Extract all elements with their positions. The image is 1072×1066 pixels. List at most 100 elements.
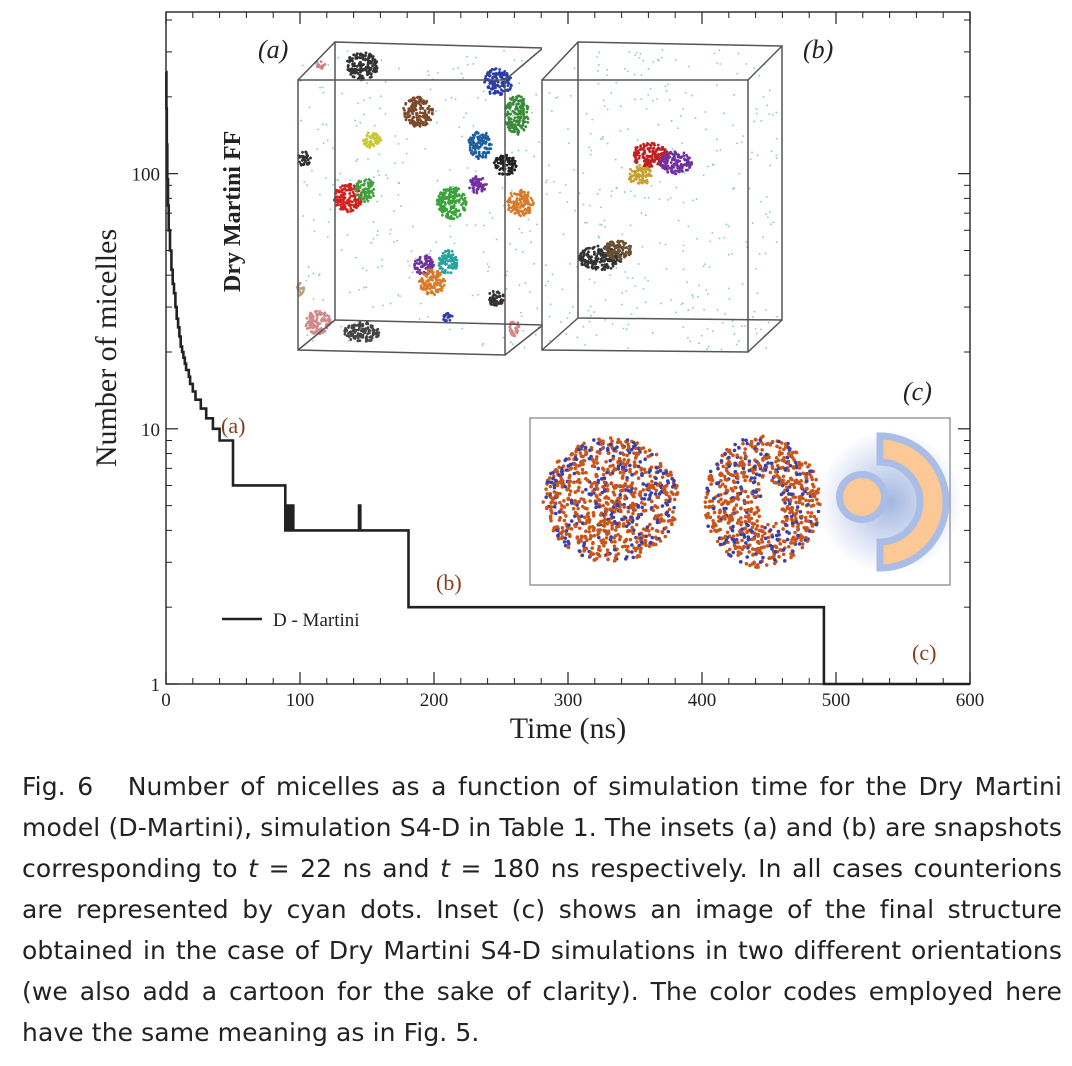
micelle-bead bbox=[475, 130, 479, 134]
final-bead bbox=[645, 525, 650, 529]
counterion-dot bbox=[584, 344, 586, 346]
counterion-dot bbox=[527, 218, 530, 221]
counterion-dot bbox=[534, 333, 537, 336]
final-bead bbox=[746, 507, 751, 512]
micelle-bead bbox=[367, 191, 371, 195]
micelle-bead bbox=[338, 200, 342, 204]
final-bead bbox=[605, 532, 609, 537]
micelle-bead bbox=[413, 98, 416, 102]
final-bead bbox=[746, 535, 751, 539]
micelle-bead bbox=[457, 194, 461, 198]
final-bead bbox=[637, 554, 642, 559]
counterion-dot bbox=[405, 138, 408, 141]
final-bead bbox=[806, 502, 810, 507]
final-bead bbox=[601, 503, 606, 508]
final-bead bbox=[615, 525, 619, 529]
counterion-dot bbox=[545, 181, 547, 184]
counterion-dot bbox=[760, 200, 762, 203]
counterion-dot bbox=[582, 172, 585, 175]
final-bead bbox=[584, 470, 588, 475]
final-bead bbox=[800, 542, 805, 546]
counterion-dot bbox=[397, 293, 399, 296]
final-bead bbox=[608, 458, 613, 463]
micelle-bead bbox=[367, 54, 371, 58]
counterion-dot bbox=[313, 230, 316, 233]
final-bead bbox=[648, 540, 653, 545]
micelle-bead bbox=[520, 194, 524, 198]
micelle-bead bbox=[349, 209, 352, 213]
counterion-dot bbox=[733, 333, 736, 335]
final-bead bbox=[562, 540, 567, 544]
micelle-bead bbox=[642, 164, 646, 168]
counterion-dot bbox=[545, 193, 548, 196]
counterion-dot bbox=[597, 69, 599, 72]
micelle-bead bbox=[505, 79, 509, 83]
final-bead bbox=[572, 480, 576, 485]
counterion-dot bbox=[674, 59, 677, 61]
micelle-bead bbox=[436, 275, 440, 279]
final-bead bbox=[709, 529, 713, 534]
counterion-dot bbox=[585, 221, 588, 224]
counterion-dot bbox=[382, 304, 384, 307]
counterion-dot bbox=[538, 141, 541, 144]
final-bead bbox=[564, 529, 569, 533]
final-bead bbox=[616, 461, 621, 465]
counterion-dot bbox=[548, 164, 550, 167]
final-bead bbox=[651, 483, 655, 488]
counterion-dot bbox=[322, 142, 325, 144]
final-bead bbox=[757, 547, 761, 551]
micelle-bead bbox=[489, 301, 493, 305]
micelle-bead bbox=[488, 80, 492, 83]
final-bead bbox=[612, 559, 617, 563]
final-bead bbox=[632, 491, 637, 495]
micelle-bead bbox=[579, 255, 582, 258]
micelle-bead bbox=[674, 158, 677, 162]
micelle-bead bbox=[432, 286, 435, 290]
micelle-bead bbox=[634, 159, 638, 163]
micelle-bead bbox=[375, 66, 379, 70]
micelle-bead bbox=[670, 158, 674, 162]
micelle-bead bbox=[364, 327, 368, 330]
final-bead bbox=[653, 492, 658, 496]
final-bead bbox=[606, 502, 610, 506]
micelle-bead bbox=[361, 333, 365, 337]
final-bead bbox=[579, 535, 584, 540]
counterion-dot bbox=[332, 147, 334, 150]
micelle-bead bbox=[508, 106, 512, 110]
final-bead bbox=[615, 445, 619, 449]
counterion-dot bbox=[614, 158, 617, 161]
micelle-bead bbox=[521, 105, 525, 109]
counterion-dot bbox=[687, 225, 690, 228]
counterion-dot bbox=[720, 348, 723, 351]
micelle-bead bbox=[604, 251, 607, 255]
final-bead bbox=[654, 488, 659, 493]
micelle-bead bbox=[515, 95, 518, 99]
micelle-bead bbox=[320, 319, 324, 322]
final-bead bbox=[592, 438, 596, 442]
micelle-bead bbox=[488, 82, 492, 85]
micelle-bead bbox=[365, 194, 369, 198]
micelle-bead bbox=[418, 272, 422, 276]
micelle-bead bbox=[444, 319, 448, 323]
micelle-bead bbox=[621, 248, 625, 252]
counterion-dot bbox=[628, 51, 631, 54]
counterion-dot bbox=[312, 219, 315, 221]
counterion-dot bbox=[740, 141, 743, 144]
counterion-dot bbox=[776, 315, 778, 318]
counterion-dot bbox=[601, 138, 604, 140]
micelle-bead bbox=[526, 191, 530, 194]
micelle-bead bbox=[407, 99, 411, 103]
x-tick-label: 0 bbox=[161, 690, 171, 711]
counterion-dot bbox=[376, 234, 379, 237]
final-bead bbox=[739, 532, 743, 537]
final-bead bbox=[781, 474, 786, 479]
final-bead bbox=[632, 504, 636, 508]
micelle-bead bbox=[353, 331, 357, 334]
final-bead bbox=[568, 473, 572, 478]
micelle-bead bbox=[612, 248, 616, 252]
final-bead bbox=[750, 521, 755, 526]
final-bead bbox=[811, 522, 816, 526]
micelle-bead bbox=[477, 150, 481, 154]
micelle-bead bbox=[520, 103, 524, 106]
counterion-dot bbox=[566, 317, 569, 320]
